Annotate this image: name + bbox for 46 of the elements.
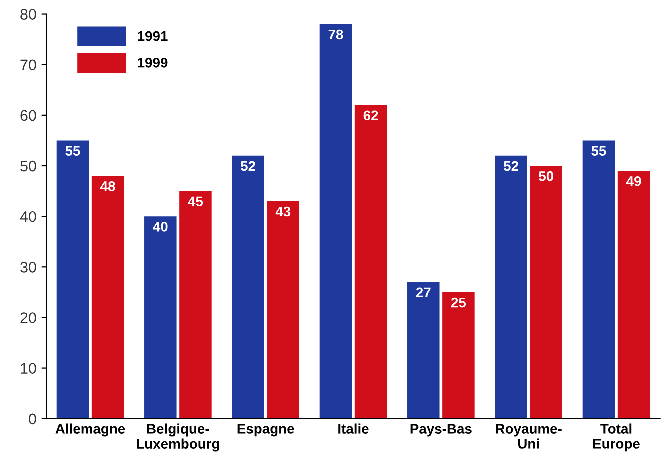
y-tick-label: 80 (20, 9, 36, 20)
bar (442, 292, 475, 419)
data-label: 52 (241, 161, 256, 172)
x-tick-label: Espagne (238, 424, 294, 437)
bar (320, 24, 352, 419)
bar (180, 191, 212, 419)
bar (354, 105, 388, 419)
data-label: 49 (626, 176, 642, 186)
y-tick-label: 50 (20, 160, 36, 172)
bar (530, 166, 562, 419)
legend-label: 1991 (138, 31, 168, 42)
y-tick-label: 60 (20, 110, 36, 122)
y-tick-label: 10 (21, 363, 36, 374)
legend-label: 1999 (138, 58, 168, 68)
bar (495, 156, 528, 419)
bar (92, 176, 124, 419)
data-label: 78 (328, 30, 344, 40)
y-tick-label: 20 (20, 312, 36, 324)
y-tick-label: 70 (20, 60, 36, 71)
y-tick-label: 0 (29, 414, 36, 425)
data-label: 43 (276, 206, 291, 217)
data-label: 25 (451, 298, 466, 308)
y-tick-label: 30 (20, 262, 36, 273)
data-label: 40 (153, 222, 168, 232)
data-label: 45 (188, 196, 204, 207)
x-tick-label: Total Europe (594, 424, 640, 452)
bar (144, 216, 177, 419)
data-label: 55 (592, 146, 606, 156)
x-tick-label: Pays-Bas (410, 424, 472, 437)
data-label: 50 (539, 171, 554, 182)
bar (408, 282, 440, 419)
data-label: 27 (416, 288, 431, 298)
bar (582, 140, 616, 419)
bar (618, 171, 650, 419)
data-label: 62 (364, 110, 378, 121)
x-tick-label: Allemagne (56, 424, 126, 437)
bar (232, 156, 264, 419)
x-tick-label: Belgique- Luxembourg (137, 424, 220, 452)
x-tick-label: Royaume- Uni (496, 424, 562, 449)
x-tick-label: Italie (338, 424, 369, 434)
y-tick-label: 40 (20, 211, 36, 222)
bar (267, 201, 300, 419)
bar (56, 140, 90, 419)
data-label: 48 (100, 182, 116, 192)
data-label: 52 (504, 161, 518, 172)
data-label: 55 (66, 146, 80, 156)
